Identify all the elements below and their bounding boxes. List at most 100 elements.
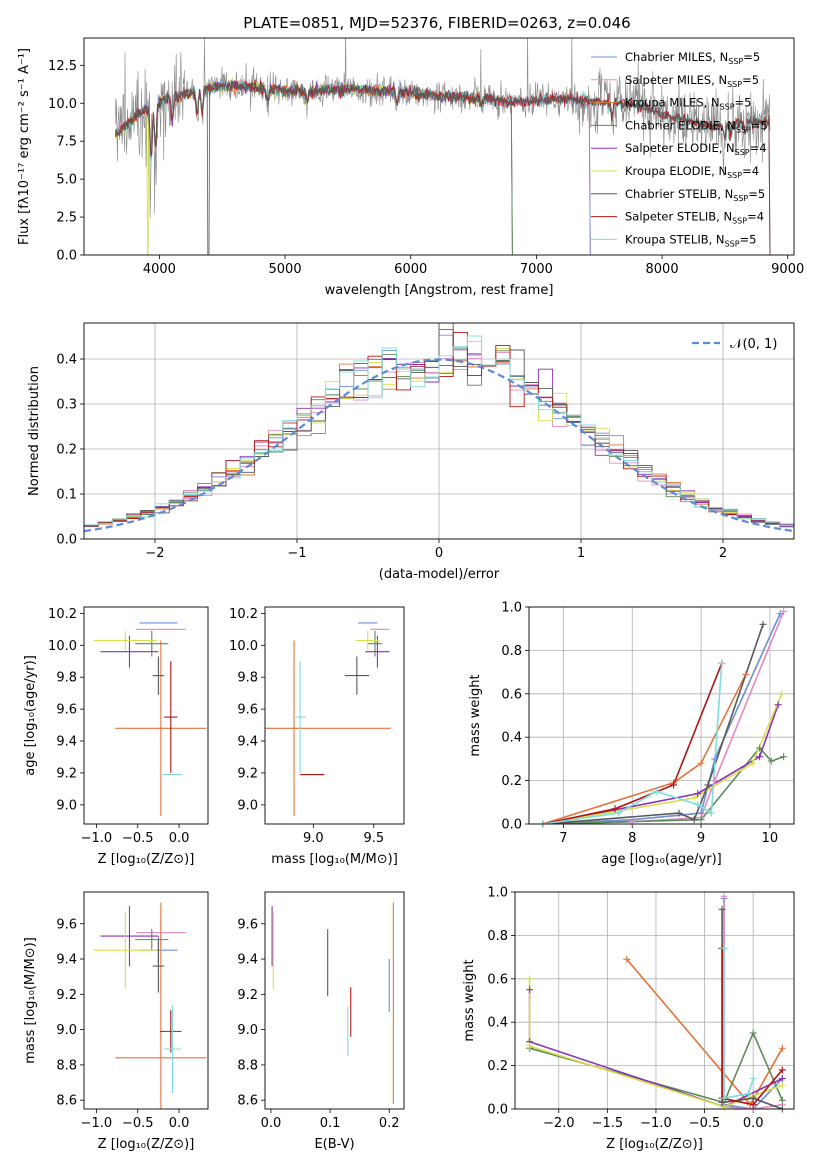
y-tick-label: 0.3 — [56, 398, 77, 413]
weight-series-line — [542, 673, 747, 824]
y-tick-label: 2.5 — [56, 211, 77, 226]
y-tick-label: 9.8 — [237, 671, 258, 686]
legend-nssp-prefix: , N — [709, 232, 725, 246]
weight-marker — [526, 975, 534, 983]
legend-label: Salpeter ELODIE, NSSP=4 — [625, 141, 767, 157]
x-axis-label: E(B-V) — [314, 1137, 354, 1152]
legend-label: 𝒩(0, 1) — [730, 337, 777, 352]
y-tick-label: 0.8 — [487, 929, 508, 944]
legend-nssp-value: =4 — [750, 141, 767, 155]
legend-label: Salpeter MILES, NSSP=5 — [625, 73, 759, 89]
weight-marker — [742, 670, 750, 678]
legend-label: Salpeter STELIB, NSSP=4 — [625, 210, 764, 226]
x-tick-label: −1.5 — [592, 1116, 624, 1131]
model-spectrum — [115, 80, 591, 255]
weight-series-line — [723, 948, 754, 1100]
y-tick-label: 9.4 — [56, 953, 77, 968]
legend-nssp-value: =4 — [747, 210, 764, 224]
y-tick-label: 9.2 — [56, 766, 77, 781]
legend-nssp-value: =4 — [742, 164, 759, 178]
weight-marker — [749, 759, 757, 767]
weight-marker — [749, 1075, 757, 1083]
legend-nssp-subscript: SSP — [735, 148, 750, 157]
plot-area — [528, 896, 784, 1109]
y-tick-label: 10.0 — [48, 97, 77, 112]
y-tick-label: 0.1 — [56, 488, 77, 503]
weight-series-line — [721, 948, 783, 1106]
x-tick-label: −1.0 — [640, 1116, 672, 1131]
weight-series-line — [542, 610, 785, 824]
weight-marker — [690, 816, 698, 824]
x-tick-label: 9.5 — [363, 831, 384, 846]
y-tick-label: 9.0 — [237, 1023, 258, 1038]
y-tick-label: 9.4 — [237, 953, 258, 968]
plot-area — [114, 38, 771, 255]
x-axis-label: Z [log₁₀(Z/Z⊙)] — [98, 1137, 195, 1152]
x-tick-label: 7 — [559, 831, 567, 846]
x-tick-label: 0.0 — [743, 1116, 764, 1131]
y-tick-label: 0.6 — [487, 972, 508, 987]
y-tick-label: 1.0 — [501, 601, 522, 616]
y-tick-label: 0.8 — [501, 644, 522, 659]
weight-marker — [759, 620, 767, 628]
y-tick-label: 9.6 — [237, 703, 258, 718]
weight-marker — [767, 757, 775, 765]
x-tick-label: 4000 — [143, 262, 176, 277]
x-tick-label: −2 — [145, 546, 164, 561]
weight-marker — [707, 809, 715, 817]
y-tick-label: 8.6 — [56, 1094, 77, 1109]
y-tick-label: 0.2 — [501, 774, 522, 789]
model-spectrum — [115, 80, 771, 255]
x-tick-label: 6000 — [394, 262, 427, 277]
axes-frame — [264, 891, 405, 1110]
weight-series-line — [542, 663, 723, 824]
axes-frame — [83, 891, 209, 1110]
weight-marker — [718, 659, 726, 667]
weight-marker — [778, 1081, 786, 1089]
y-axis-label: Normed distribution — [27, 366, 42, 496]
y-tick-label: 0.4 — [487, 1016, 508, 1031]
weight-marker — [611, 805, 619, 813]
x-axis-label: (data-model)/error — [379, 567, 500, 582]
y-axis-label: age [log₁₀(age/yr)] — [23, 655, 38, 776]
y-tick-label: 9.0 — [56, 1023, 77, 1038]
y-tick-label: 9.4 — [56, 735, 77, 750]
x-axis-label: wavelength [Angstrom, rest frame] — [325, 283, 554, 298]
y-tick-label: 9.8 — [56, 671, 77, 686]
plot-area — [93, 622, 207, 817]
y-axis-label: mass weight — [468, 674, 483, 756]
age-weight-panel: 7 8 9 10 0.0 0.2 0.4 0.6 0.8 1.0 age [log₁₀(age/yr… — [468, 601, 795, 867]
residual-histogram — [84, 323, 794, 527]
x-tick-label: 2 — [719, 546, 727, 561]
x-tick-label: 7000 — [520, 262, 553, 277]
y-tick-label: 9.2 — [237, 988, 258, 1003]
y-tick-label: 9.6 — [56, 917, 77, 932]
x-axis-label: age [log₁₀(age/yr)] — [601, 852, 722, 867]
residuals-panel: −2 −1 0 1 2 0.0 0.1 0.2 0.3 0.4 (data-model)/error… — [27, 322, 795, 582]
y-tick-label: 0.0 — [56, 249, 77, 264]
y-tick-label: 10.0 — [229, 639, 258, 654]
x-axis-label: Z [log₁₀(Z/Z⊙)] — [98, 852, 195, 867]
y-tick-label: 0.4 — [56, 353, 77, 368]
weight-marker — [670, 781, 678, 789]
legend-nssp-prefix: , N — [712, 50, 728, 64]
y-tick-label: 9.0 — [56, 798, 77, 813]
y-tick-label: 0.2 — [487, 1059, 508, 1074]
x-axis-label: mass [log₁₀(M/M⊙)] — [271, 852, 398, 867]
y-tick-label: 0.2 — [56, 443, 77, 458]
weight-marker — [778, 1096, 786, 1104]
metallicity-mass-panel: −1.0 −0.5 0.0 8.6 8.8 9.0 9.2 9.4 9.6 Z [log₁₀(Z/… — [23, 891, 209, 1152]
x-tick-label: −0.5 — [122, 831, 154, 846]
ebv-mass-panel: 0.0 0.1 0.2 8.6 8.8 9.0 9.2 9.4 9.6 E(B-V) — [237, 891, 405, 1152]
model-spectrum — [114, 80, 591, 255]
y-tick-label: 10.0 — [48, 639, 77, 654]
y-tick-label: 0.4 — [501, 731, 522, 746]
axes-frame — [264, 606, 405, 825]
x-tick-label: −1.0 — [81, 831, 113, 846]
y-tick-label: 7.5 — [56, 135, 77, 150]
weight-marker — [720, 944, 728, 952]
x-tick-label: 5000 — [269, 262, 302, 277]
weight-marker — [697, 816, 705, 824]
legend-nssp-subscript: SSP — [727, 171, 742, 180]
